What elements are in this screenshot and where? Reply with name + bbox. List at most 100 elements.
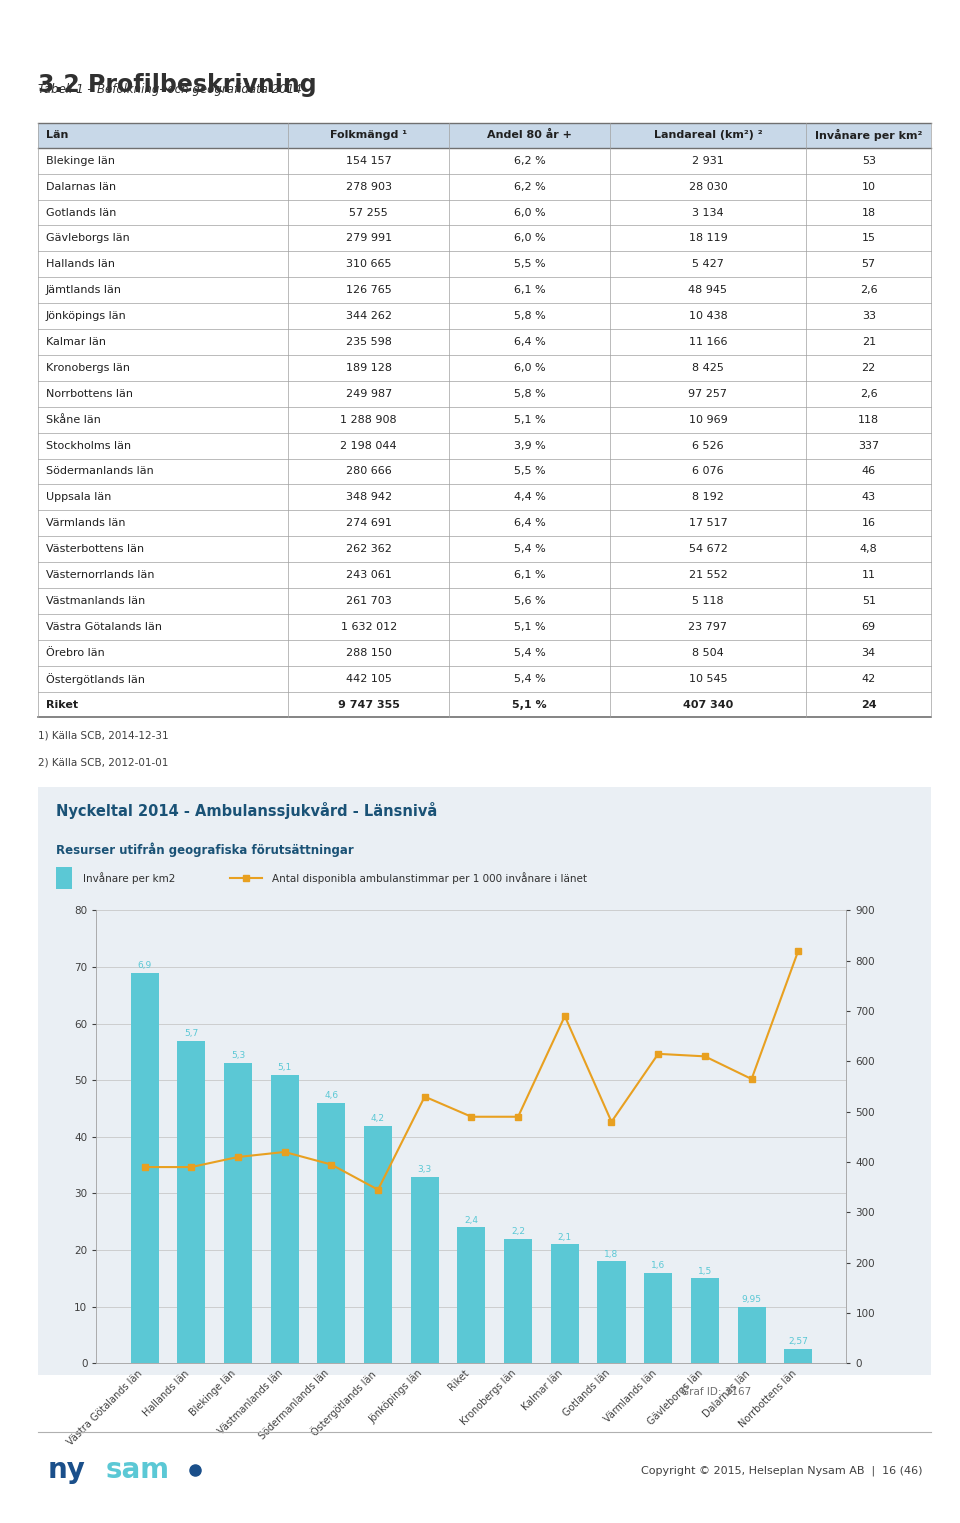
- Text: 2,6: 2,6: [860, 285, 877, 295]
- Bar: [288, 381, 449, 407]
- Bar: [449, 225, 610, 251]
- Text: 249 987: 249 987: [346, 388, 392, 399]
- Bar: [288, 148, 449, 174]
- Text: 23 797: 23 797: [688, 621, 728, 632]
- Bar: [610, 277, 806, 303]
- Text: 1 632 012: 1 632 012: [341, 621, 396, 632]
- Bar: [449, 123, 610, 148]
- Bar: [449, 174, 610, 200]
- Bar: [806, 536, 931, 562]
- Bar: [288, 277, 449, 303]
- Bar: [38, 433, 288, 458]
- Bar: [449, 588, 610, 614]
- Bar: [38, 329, 288, 355]
- Text: Västernorrlands län: Västernorrlands län: [45, 570, 154, 580]
- Text: 2,6: 2,6: [860, 388, 877, 399]
- Text: 4,4 %: 4,4 %: [514, 492, 545, 503]
- Bar: [288, 303, 449, 329]
- Text: Södermanlands län: Södermanlands län: [45, 466, 154, 477]
- Text: 344 262: 344 262: [346, 311, 392, 321]
- Text: 9 747 355: 9 747 355: [338, 699, 399, 710]
- Text: Graf ID: 3167: Graf ID: 3167: [682, 1386, 752, 1397]
- Text: 6 526: 6 526: [692, 440, 724, 451]
- Text: 337: 337: [858, 440, 879, 451]
- Bar: [610, 536, 806, 562]
- Bar: [449, 458, 610, 484]
- Bar: [449, 277, 610, 303]
- Text: 442 105: 442 105: [346, 673, 392, 684]
- Text: 3.2 Profilbeskrivning: 3.2 Profilbeskrivning: [38, 73, 317, 97]
- Text: 348 942: 348 942: [346, 492, 392, 503]
- Bar: [449, 303, 610, 329]
- Text: 1 288 908: 1 288 908: [341, 414, 397, 425]
- Text: 2 198 044: 2 198 044: [341, 440, 397, 451]
- Text: 6,0 %: 6,0 %: [514, 207, 545, 218]
- Bar: [610, 148, 806, 174]
- Bar: [449, 510, 610, 536]
- Bar: [806, 381, 931, 407]
- Text: Jönköpings län: Jönköpings län: [45, 311, 127, 321]
- Bar: [806, 562, 931, 588]
- Text: Jämtlands län: Jämtlands län: [45, 285, 122, 295]
- Bar: [610, 174, 806, 200]
- Text: 8 425: 8 425: [692, 362, 724, 373]
- Bar: [610, 329, 806, 355]
- Text: 22: 22: [861, 362, 876, 373]
- Text: Copyright © 2015, Helseplan Nysam AB  |  16 (46): Copyright © 2015, Helseplan Nysam AB | 1…: [640, 1465, 923, 1476]
- Bar: [38, 303, 288, 329]
- Bar: [610, 510, 806, 536]
- Text: 407 340: 407 340: [683, 699, 733, 710]
- Text: 6 076: 6 076: [692, 466, 724, 477]
- Bar: [38, 123, 288, 148]
- Text: Riket: Riket: [45, 699, 78, 710]
- Text: 6,4 %: 6,4 %: [514, 337, 545, 347]
- Bar: [806, 148, 931, 174]
- Bar: [449, 407, 610, 433]
- Text: 18: 18: [862, 207, 876, 218]
- Text: 5,4 %: 5,4 %: [514, 647, 545, 658]
- Text: 126 765: 126 765: [346, 285, 392, 295]
- Text: Län: Län: [45, 131, 68, 140]
- Text: 51: 51: [862, 595, 876, 606]
- Text: 3 134: 3 134: [692, 207, 724, 218]
- Text: 6,1 %: 6,1 %: [514, 285, 545, 295]
- Text: 24: 24: [861, 699, 876, 710]
- Bar: [610, 303, 806, 329]
- Bar: [806, 123, 931, 148]
- Bar: [449, 251, 610, 277]
- Bar: [288, 691, 449, 717]
- Text: 42: 42: [861, 673, 876, 684]
- Text: 16: 16: [862, 518, 876, 528]
- Text: Värmlands län: Värmlands län: [45, 518, 125, 528]
- Text: 6,0 %: 6,0 %: [514, 233, 545, 244]
- Bar: [806, 640, 931, 666]
- Bar: [449, 200, 610, 225]
- Bar: [288, 123, 449, 148]
- Bar: [806, 277, 931, 303]
- Bar: [806, 691, 931, 717]
- Bar: [806, 355, 931, 381]
- Text: Östergötlands län: Östergötlands län: [45, 673, 145, 684]
- Bar: [806, 666, 931, 691]
- Bar: [38, 640, 288, 666]
- Text: 235 598: 235 598: [346, 337, 392, 347]
- Text: 18 119: 18 119: [688, 233, 728, 244]
- Text: 43: 43: [862, 492, 876, 503]
- Bar: [288, 174, 449, 200]
- Bar: [610, 614, 806, 640]
- Bar: [806, 484, 931, 510]
- Text: 5,4 %: 5,4 %: [514, 673, 545, 684]
- Text: 280 666: 280 666: [346, 466, 392, 477]
- Bar: [610, 200, 806, 225]
- Text: 46: 46: [862, 466, 876, 477]
- Bar: [38, 458, 288, 484]
- Bar: [288, 484, 449, 510]
- Text: 6,4 %: 6,4 %: [514, 518, 545, 528]
- Text: 34: 34: [862, 647, 876, 658]
- Text: 3,9 %: 3,9 %: [514, 440, 545, 451]
- Text: Kalmar län: Kalmar län: [45, 337, 106, 347]
- Text: 6,1 %: 6,1 %: [514, 570, 545, 580]
- Text: Kronobergs län: Kronobergs län: [45, 362, 130, 373]
- Bar: [449, 484, 610, 510]
- Bar: [57, 867, 72, 889]
